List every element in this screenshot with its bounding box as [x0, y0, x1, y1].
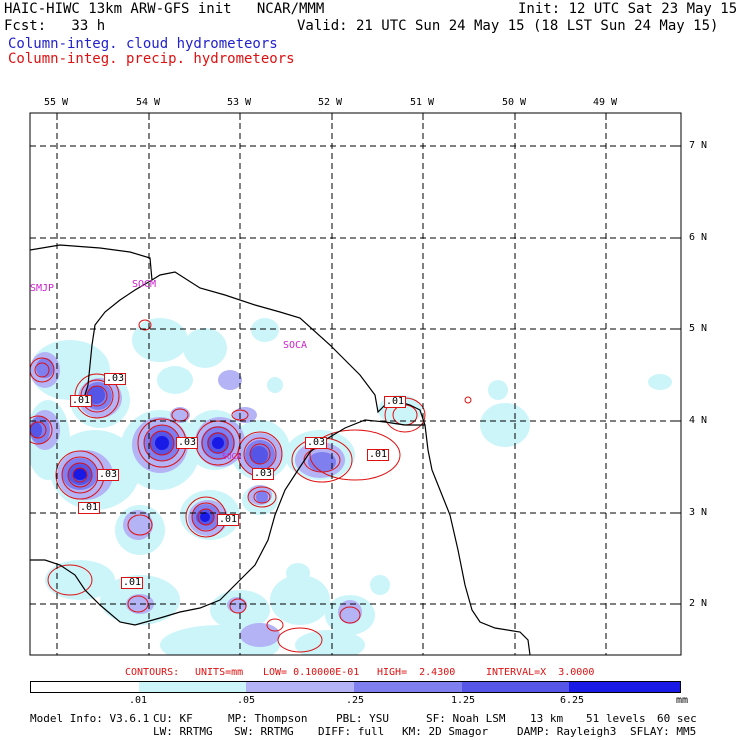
colorbar-tick: 1.25	[450, 695, 476, 706]
colorbar-bin	[569, 682, 681, 692]
footer-lw: LW: RRTMG	[153, 725, 213, 738]
colorbar-bin	[246, 682, 355, 692]
footer-damp: DAMP: Rayleigh3	[517, 725, 617, 738]
footer-mp: MP: Thompson	[228, 712, 308, 725]
forecast-hour: Fcst: 33 h	[4, 18, 106, 34]
footer-levels: 51 levels	[586, 712, 646, 725]
axis-ticks	[56, 113, 681, 605]
lat-label: 5 N	[689, 323, 708, 334]
footer-res: 13 km	[530, 712, 564, 725]
legend-precip-hydrometeors: Column-integ. precip. hydrometeors	[8, 51, 295, 67]
footer-sflay: SFLAY: MM5	[630, 725, 697, 738]
contour-label: .01	[217, 514, 240, 526]
contour-label: .01	[121, 577, 144, 589]
colorbar-tick: 6.25	[559, 695, 585, 706]
init-time: Init: 12 UTC Sat 23 May 15	[518, 1, 738, 17]
lon-label: 49 W	[593, 97, 618, 108]
contour-label: .03	[176, 437, 199, 449]
lat-label: 6 N	[689, 232, 708, 243]
footer-model-info: Model Info: V3.6.1	[30, 712, 150, 725]
footer-diff: DIFF: full	[318, 725, 385, 738]
station-label: SOCA	[222, 452, 242, 461]
lat-label: 2 N	[689, 598, 708, 609]
lon-label: 51 W	[410, 97, 435, 108]
header-title: HAIC-HIWC 13km ARW-GFS init NCAR/MMM	[4, 1, 325, 17]
lon-label: 54 W	[136, 97, 161, 108]
footer-pbl: PBL: YSU	[336, 712, 389, 725]
footer-km: KM: 2D Smagor	[402, 725, 489, 738]
contour-label: .03	[97, 469, 120, 481]
contour-info-contours: CONTOURS:	[125, 667, 180, 678]
colorbar-bin	[138, 682, 247, 692]
lat-label: 3 N	[689, 507, 708, 518]
map-frame	[29, 112, 682, 656]
colorbar-bin	[31, 682, 139, 692]
colorbar-tick: .25	[345, 695, 365, 706]
contour-info-units: UNITS=mm	[195, 667, 244, 678]
contour-info-interval: INTERVAL=X 3.0000	[486, 667, 595, 678]
lon-label: 55 W	[44, 97, 69, 108]
station-label: SMJP	[30, 283, 55, 294]
colorbar-bin	[461, 682, 570, 692]
footer-sw: SW: RRTMG	[234, 725, 294, 738]
contour-label: .01	[70, 395, 93, 407]
contour-label: .01	[384, 396, 407, 408]
contour-label: .01	[78, 502, 101, 514]
lat-lon-grid	[30, 113, 681, 655]
contour-label: .03	[104, 373, 127, 385]
contour-info-high: HIGH= 2.4300	[377, 667, 456, 678]
footer-cu: CU: KF	[153, 712, 193, 725]
colorbar-unit: mm	[675, 695, 689, 706]
legend-cloud-hydrometeors: Column-integ. cloud hydrometeors	[8, 36, 278, 52]
contour-info-low: LOW= 0.10000E-01	[263, 667, 360, 678]
lat-label: 7 N	[689, 140, 708, 151]
colorbar-tick: .05	[236, 695, 256, 706]
coastline	[30, 244, 531, 655]
colorbar-bin	[354, 682, 462, 692]
station-label: SOCA	[283, 340, 308, 351]
valid-time: Valid: 21 UTC Sun 24 May 15 (18 LST Sun …	[297, 18, 719, 34]
lon-label: 50 W	[502, 97, 527, 108]
contour-label: .03	[252, 468, 275, 480]
footer-sf: SF: Noah LSM	[426, 712, 506, 725]
lat-label: 4 N	[689, 415, 708, 426]
station-label: SOCM	[132, 279, 157, 290]
colorbar-tick: .01	[128, 695, 148, 706]
contour-label: .01	[367, 449, 390, 461]
cloud-shading	[30, 318, 672, 655]
colorbar	[30, 681, 681, 693]
contour-label: .03	[305, 437, 328, 449]
lon-label: 53 W	[227, 97, 252, 108]
footer-dt: 60 sec	[657, 712, 697, 725]
lon-label: 52 W	[318, 97, 343, 108]
